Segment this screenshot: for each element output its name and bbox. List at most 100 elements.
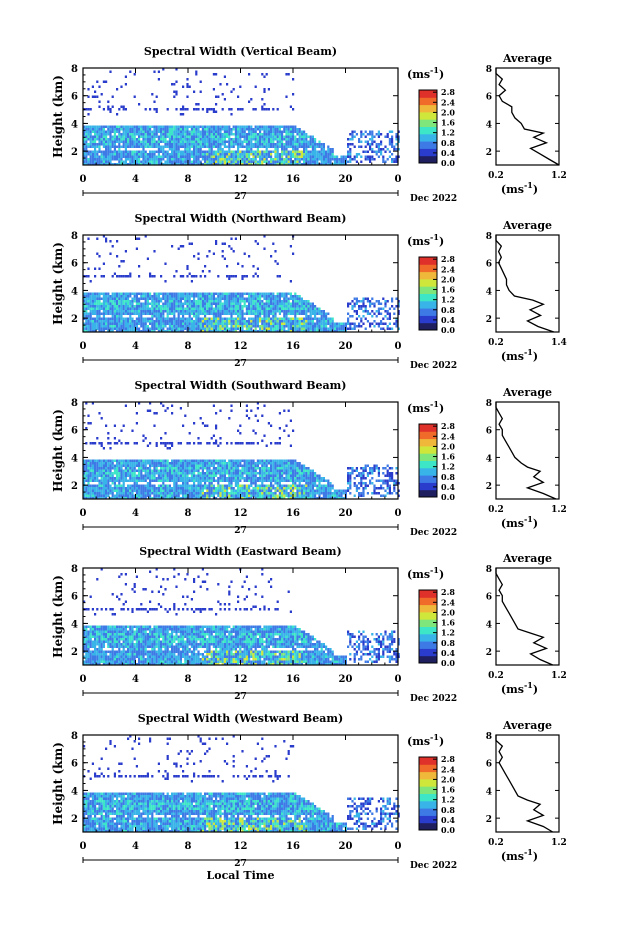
heatmap-cell [155,163,158,166]
heatmap-cell [164,484,167,487]
heatmap-cell [140,292,143,295]
heatmap-cell [199,295,202,298]
heatmap-cell [182,489,185,492]
heatmap-cell [109,464,112,467]
heatmap-cell [270,302,273,305]
heatmap-cell [173,160,176,163]
heatmap-cell [146,163,149,166]
heatmap-cell [179,477,182,480]
heatmap-cell [243,317,246,320]
heatmap-cell [135,317,138,320]
heatmap-cell [157,138,160,141]
heatmap-cell [237,322,240,325]
heatmap-cell [320,325,323,328]
heatmap-cell [184,325,187,328]
heatmap-cell [219,150,222,153]
heatmap-cell [100,479,103,482]
heatmap-cell [270,125,273,128]
heatmap-cell [204,125,207,128]
heatmap-cell [250,305,253,308]
heatmap-cell [248,128,251,131]
heatmap-cell [254,305,257,308]
heatmap-cell [248,295,251,298]
heatmap-cell [298,160,301,163]
heatmap-cell [197,472,200,475]
heatmap-cell [263,130,266,133]
heatmap-cell [228,143,231,146]
heatmap-cell [138,103,141,106]
heatmap-cell [113,295,116,298]
heatmap-cell [160,125,163,128]
heatmap-cell [272,325,275,328]
heatmap-cell [118,275,121,278]
colorbar-swatch [419,278,437,287]
heatmap-cell [107,125,110,128]
heatmap-cell [149,143,152,146]
heatmap-cell [155,307,158,310]
heatmap-cell [212,310,215,313]
heatmap-cell [109,160,112,163]
heatmap-cell [109,148,112,151]
heatmap-cell [267,128,270,131]
heatmap-cell [129,135,132,138]
heatmap-cell [149,492,152,495]
heatmap-cell [144,310,147,313]
heatmap-cell [184,108,187,111]
heatmap-cell [182,160,185,163]
heatmap-cell [212,315,215,318]
heatmap-cell [91,487,94,490]
heatmap-cell [102,150,105,153]
heatmap-cell [252,325,255,328]
heatmap-cell [311,135,314,138]
heatmap-cell [320,320,323,323]
heatmap-cell [294,128,297,131]
heatmap-cell [135,143,138,146]
heatmap-cell [153,305,156,308]
heatmap-cell [347,312,350,315]
heatmap-cell [162,484,165,487]
colorbar-swatch [419,315,437,324]
heatmap-cell [124,320,127,323]
heatmap-cell [283,130,286,133]
heatmap-cell [100,140,103,143]
heatmap-cell [338,325,341,328]
heatmap-cell [234,295,237,298]
heatmap-cell [142,295,145,298]
heatmap-cell [129,305,132,308]
heatmap-cell [109,472,112,475]
heatmap-cell [226,153,229,156]
heatmap-cell [391,138,394,141]
heatmap-cell [120,484,123,487]
heatmap-cell [217,143,220,146]
heatmap-cell [91,322,94,325]
heatmap-cell [105,145,108,148]
heatmap-cell [124,130,127,133]
heatmap-cell [186,158,189,161]
heatmap-cell [157,312,160,315]
heatmap-cell [274,155,277,158]
heatmap-cell [166,305,169,308]
heatmap-cell [111,492,114,495]
heatmap-cell [316,163,319,166]
heatmap-cell [155,133,158,136]
heatmap-cell [127,302,130,305]
heatmap-cell [223,322,226,325]
heatmap-cell [296,148,299,151]
heatmap-cell [239,85,242,88]
heatmap-cell [138,160,141,163]
heatmap-cell [186,489,189,492]
heatmap-cell [230,320,233,323]
heatmap-cell [349,322,352,325]
heatmap-cell [364,297,367,300]
heatmap-cell [102,135,105,138]
heatmap-cell [168,462,171,465]
heatmap-cell [256,135,259,138]
heatmap-cell [91,489,94,492]
heatmap-cell [85,472,88,475]
heatmap-cell [206,320,209,323]
heatmap-cell [186,307,189,310]
heatmap-cell [120,487,123,490]
heatmap-cell [107,108,110,111]
heatmap-cell [305,305,308,308]
heatmap-cell [314,138,317,141]
